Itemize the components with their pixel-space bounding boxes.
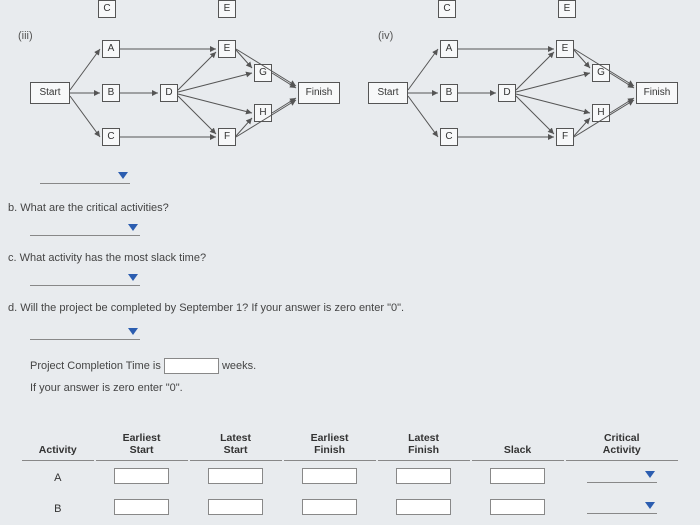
lf-input[interactable] xyxy=(396,499,451,515)
chevron-down-icon xyxy=(128,224,138,231)
iii-a: A xyxy=(102,40,120,58)
iv-finish: Finish xyxy=(636,82,678,104)
iv-start: Start xyxy=(368,82,408,104)
page: C E C E (iii) (iv) Start A B C D E F G H… xyxy=(0,0,700,511)
question-c: c. What activity has the most slack time… xyxy=(8,252,206,264)
iv-a: A xyxy=(440,40,458,58)
table-row: B xyxy=(22,494,678,523)
q-c-dropdown[interactable] xyxy=(30,272,140,286)
th-critical: Critical Activity xyxy=(566,428,678,461)
iv-h: H xyxy=(592,104,610,122)
iv-c: C xyxy=(440,128,458,146)
iii-c: C xyxy=(102,128,120,146)
iv-f: F xyxy=(556,128,574,146)
q-b-dropdown[interactable] xyxy=(30,222,140,236)
iv-b: B xyxy=(440,84,458,102)
th-activity: Activity xyxy=(22,428,94,461)
q-d-dropdown[interactable] xyxy=(30,326,140,340)
th-lf: Latest Finish xyxy=(378,428,470,461)
chevron-down-icon xyxy=(645,502,655,509)
top-node-e-left: E xyxy=(218,0,236,18)
label-iii: (iii) xyxy=(18,30,33,42)
th-ef: Earliest Finish xyxy=(284,428,376,461)
activity-table: Activity Earliest Start Latest Start Ear… xyxy=(20,426,680,525)
iii-h: H xyxy=(254,104,272,122)
table-row: A xyxy=(22,463,678,492)
ef-input[interactable] xyxy=(302,468,357,484)
top-node-e-right: E xyxy=(558,0,576,18)
question-b: b. What are the critical activities? xyxy=(8,202,169,214)
iv-e: E xyxy=(556,40,574,58)
lf-input[interactable] xyxy=(396,468,451,484)
project-completion-input[interactable] xyxy=(164,358,219,374)
row-activity: A xyxy=(22,463,94,492)
top-node-c-left: C xyxy=(98,0,116,18)
ef-input[interactable] xyxy=(302,499,357,515)
es-input[interactable] xyxy=(114,499,169,515)
es-input[interactable] xyxy=(114,468,169,484)
iii-finish: Finish xyxy=(298,82,340,104)
iii-g: G xyxy=(254,64,272,82)
iv-d: D xyxy=(498,84,516,102)
th-slack: Slack xyxy=(472,428,564,461)
iii-d: D xyxy=(160,84,178,102)
iii-f: F xyxy=(218,128,236,146)
project-completion-line: Project Completion Time is weeks. xyxy=(30,358,256,374)
th-ls: Latest Start xyxy=(190,428,282,461)
ls-input[interactable] xyxy=(208,499,263,515)
row-activity: B xyxy=(22,494,94,523)
slack-input[interactable] xyxy=(490,468,545,484)
chevron-down-icon xyxy=(645,471,655,478)
th-es: Earliest Start xyxy=(96,428,188,461)
iv-g: G xyxy=(592,64,610,82)
critical-dropdown[interactable] xyxy=(587,500,657,514)
slack-input[interactable] xyxy=(490,499,545,515)
diagram-select-dropdown[interactable] xyxy=(40,170,130,184)
top-node-c-right: C xyxy=(438,0,456,18)
chevron-down-icon xyxy=(128,328,138,335)
critical-dropdown[interactable] xyxy=(587,469,657,483)
zero-note: If your answer is zero enter "0". xyxy=(30,382,183,394)
project-completion-prefix: Project Completion Time is xyxy=(30,360,161,372)
chevron-down-icon xyxy=(118,172,128,179)
project-completion-suffix: weeks. xyxy=(222,360,256,372)
question-d: d. Will the project be completed by Sept… xyxy=(8,302,404,314)
chevron-down-icon xyxy=(128,274,138,281)
label-iv: (iv) xyxy=(378,30,393,42)
iii-b: B xyxy=(102,84,120,102)
iii-e: E xyxy=(218,40,236,58)
iii-start: Start xyxy=(30,82,70,104)
ls-input[interactable] xyxy=(208,468,263,484)
